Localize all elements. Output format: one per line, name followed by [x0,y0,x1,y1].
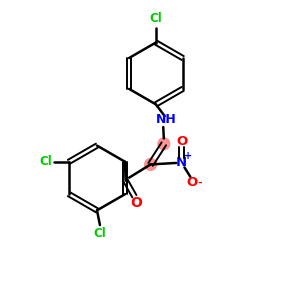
Circle shape [158,138,170,150]
Text: +: + [184,152,192,161]
Text: Cl: Cl [94,227,106,240]
Text: O: O [130,196,142,210]
Text: NH: NH [156,113,177,126]
Circle shape [145,158,157,170]
Text: O: O [186,176,197,189]
Text: O: O [176,135,187,148]
Text: Cl: Cl [39,155,52,168]
Text: -: - [198,178,203,188]
Text: N: N [176,157,187,169]
Text: Cl: Cl [149,12,162,26]
